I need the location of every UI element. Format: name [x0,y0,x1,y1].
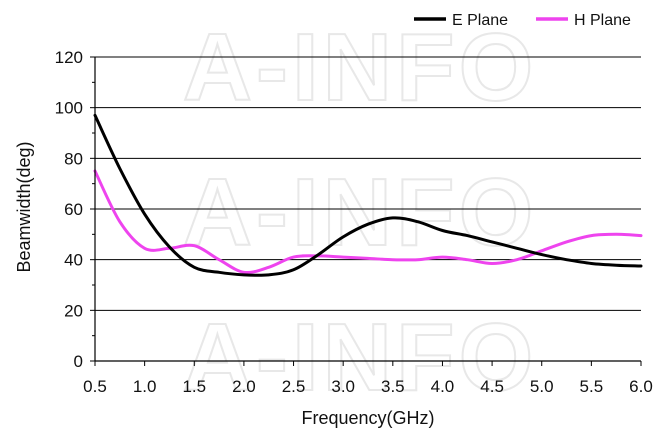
watermark-text-middle: A-INFO [183,159,538,266]
x-tick-label-4.0: 4.0 [431,377,455,396]
y-tick-label-120: 120 [55,48,83,67]
axes: 0 20 40 60 80 100 120 0.5 1.0 1.5 2.0 2.5 3.0 3.5 4.0 4… [55,48,653,396]
legend: E Plane H Plane [414,12,631,29]
y-tick-label-0: 0 [74,352,83,371]
x-tick-label-3.5: 3.5 [381,377,405,396]
x-tick-label-2.0: 2.0 [232,377,256,396]
y-tick-label-100: 100 [55,99,83,118]
h-plane-series-line [93,169,643,275]
x-tick-label-5.0: 5.0 [530,377,554,396]
watermark-text-top: A-INFO [183,14,538,121]
x-tick-label-0.5: 0.5 [83,377,107,396]
x-tick-label-2.5: 2.5 [282,377,306,396]
x-tick-label-6.0: 6.0 [629,377,653,396]
y-tick-label-20: 20 [64,301,83,320]
y-tick-label-80: 80 [64,149,83,168]
legend-label-e-plane: E Plane [452,12,508,29]
watermark-text-bottom: A-INFO [183,304,538,411]
grid [95,56,641,311]
e-plane-series-line [93,113,643,277]
watermark: A-INFO A-INFO A-INFO [182,13,538,412]
y-axis-title: Beamwidth(deg) [14,141,34,272]
x-axis-title: Frequency(GHz) [301,408,434,428]
y-tick-label-40: 40 [64,251,83,270]
x-tick-label-5.5: 5.5 [580,377,604,396]
series [93,113,643,277]
x-tick-label-1.5: 1.5 [182,377,206,396]
legend-label-h-plane: H Plane [574,12,631,29]
x-tick-label-3.0: 3.0 [331,377,355,396]
x-tick-label-4.5: 4.5 [480,377,504,396]
y-tick-label-60: 60 [64,200,83,219]
x-tick-label-1.0: 1.0 [133,377,157,396]
